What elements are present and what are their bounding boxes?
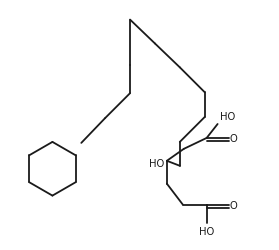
Text: O: O: [230, 200, 237, 210]
Text: O: O: [230, 134, 237, 143]
Text: HO: HO: [199, 226, 214, 236]
Text: HO: HO: [220, 112, 235, 122]
Text: HO: HO: [149, 158, 164, 168]
